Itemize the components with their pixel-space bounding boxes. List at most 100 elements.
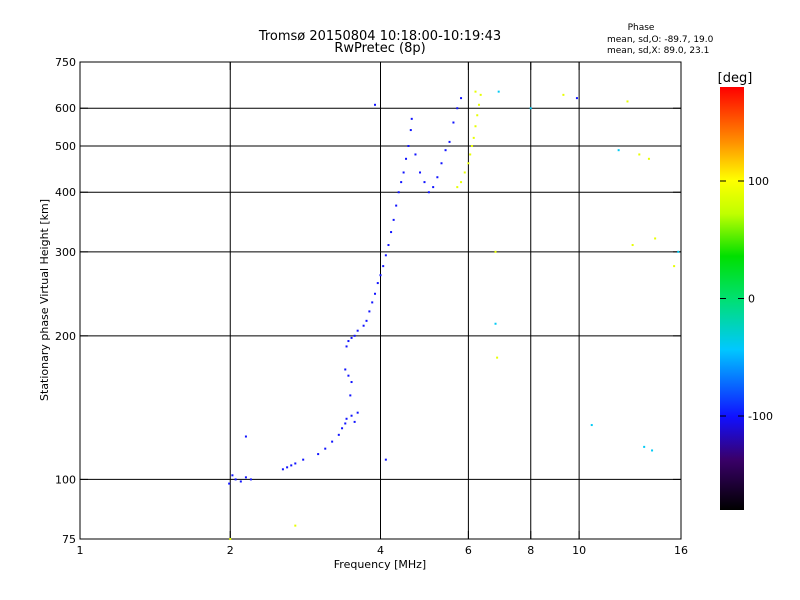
chart-title: Tromsø 20150804 10:18:00-10:19:43: [258, 29, 501, 44]
data-point: [302, 458, 305, 461]
data-point: [387, 244, 390, 247]
data-point: [234, 478, 237, 481]
data-point: [496, 356, 499, 359]
y-axis-label: Stationary phase Virtual Height [km]: [38, 199, 51, 401]
data-point: [432, 186, 435, 189]
data-point: [470, 144, 473, 147]
data-point: [239, 480, 242, 483]
data-point: [379, 274, 382, 277]
data-point: [374, 292, 377, 295]
data-point: [590, 424, 593, 427]
data-point: [397, 191, 400, 194]
colorbar-label: [deg]: [718, 71, 753, 86]
data-point: [324, 447, 327, 450]
data-point: [467, 162, 470, 165]
data-point: [472, 136, 475, 139]
data-point: [494, 322, 497, 325]
y-tick-labels: 75 100 200 300 400 500 600 750: [55, 56, 76, 546]
data-point: [477, 103, 480, 106]
phase-title: Phase: [628, 23, 655, 33]
phase-stats-x: mean, sd,X: 89.0, 23.1: [607, 46, 709, 56]
y-tick-label: 500: [55, 140, 76, 153]
data-point: [374, 103, 377, 106]
y-tick-label: 100: [55, 473, 76, 486]
x-tick-label: 8: [527, 544, 534, 557]
data-point: [400, 181, 403, 184]
y-tick-label: 400: [55, 186, 76, 199]
data-point: [244, 476, 247, 479]
data-point: [286, 466, 289, 469]
x-tick-label: 2: [227, 544, 234, 557]
data-point: [677, 250, 680, 253]
data-point: [344, 368, 347, 371]
data-point: [440, 162, 443, 165]
data-point: [575, 97, 578, 100]
data-point: [349, 394, 352, 397]
data-point: [494, 250, 497, 253]
data-point: [460, 181, 463, 184]
data-point: [395, 204, 398, 207]
x-tick-label: 1: [77, 544, 84, 557]
data-point: [402, 171, 405, 174]
data-point: [231, 474, 234, 477]
data-point: [390, 231, 393, 234]
data-point: [345, 345, 348, 348]
data-point: [444, 149, 447, 152]
data-point: [479, 93, 482, 96]
data-point: [643, 445, 646, 448]
data-point: [392, 218, 395, 221]
x-axis-label: Frequency [MHz]: [334, 558, 426, 571]
data-point: [376, 282, 379, 285]
grid-lines: [80, 62, 681, 539]
data-point: [529, 107, 532, 110]
y-tick-label: 200: [55, 330, 76, 343]
data-point: [407, 144, 410, 147]
data-point: [463, 171, 466, 174]
x-tick-label: 6: [465, 544, 472, 557]
data-point: [345, 417, 348, 420]
data-point: [228, 482, 231, 485]
data-point: [452, 121, 455, 124]
data-point: [341, 427, 344, 430]
data-point: [384, 458, 387, 461]
data-point: [456, 107, 459, 110]
data-point: [427, 191, 430, 194]
data-point: [350, 381, 353, 384]
data-point: [281, 468, 284, 471]
data-point: [347, 340, 350, 343]
y-tick-label: 600: [55, 102, 76, 115]
data-point: [474, 125, 477, 128]
data-point: [654, 237, 657, 240]
data-point: [448, 140, 451, 143]
chart-subtitle: RwPretec (8p): [334, 41, 425, 56]
data-point: [368, 310, 371, 313]
axis-ticks: [79, 61, 682, 540]
colorbar-tick-label: 0: [748, 293, 755, 306]
data-point: [371, 301, 374, 304]
data-point: [350, 336, 353, 339]
x-tick-label: 10: [572, 544, 586, 557]
data-point: [419, 171, 422, 174]
data-point: [673, 265, 676, 268]
data-point: [647, 157, 650, 160]
y-tick-label: 75: [62, 533, 76, 546]
data-point: [384, 254, 387, 257]
y-tick-label: 750: [55, 56, 76, 69]
y-tick-label: 300: [55, 246, 76, 259]
data-point: [409, 129, 412, 132]
data-point: [353, 334, 356, 337]
data-point: [617, 149, 620, 152]
data-point: [469, 153, 472, 156]
data-point: [294, 462, 297, 465]
data-point: [290, 464, 293, 467]
data-point: [244, 435, 247, 438]
data-point: [405, 157, 408, 160]
data-point: [317, 453, 320, 456]
data-point: [229, 538, 232, 540]
data-point: [356, 329, 359, 332]
colorbar-tick-label: -100: [748, 410, 773, 423]
data-point: [423, 181, 426, 184]
data-point: [474, 90, 477, 93]
data-points: [228, 90, 680, 540]
